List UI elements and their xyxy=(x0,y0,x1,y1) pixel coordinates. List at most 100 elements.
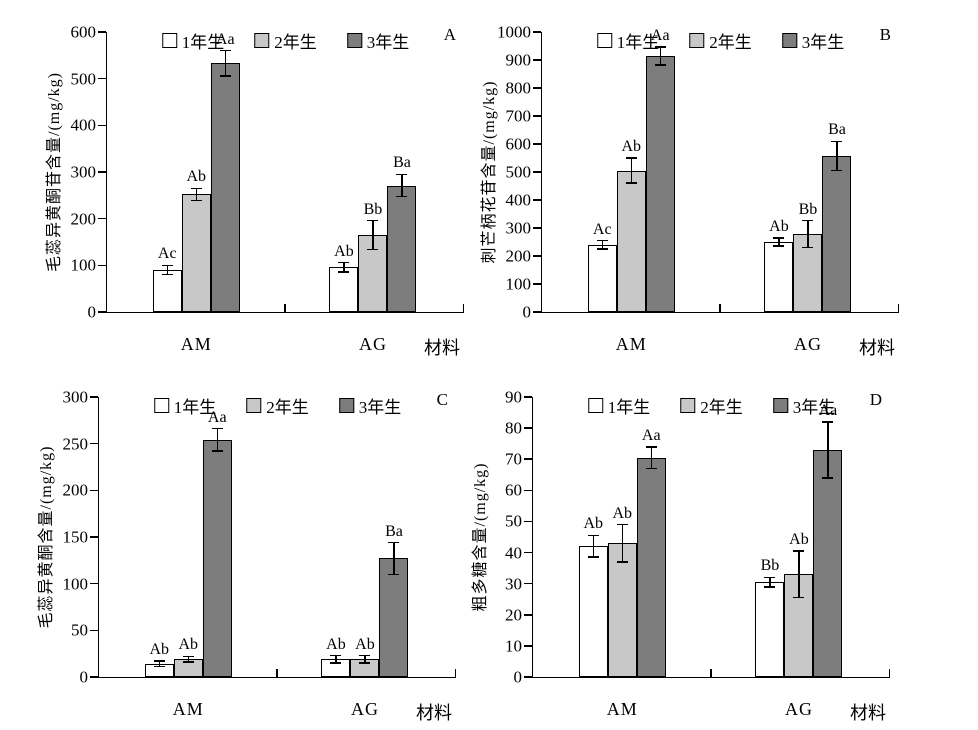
significance-letter: Bb xyxy=(760,557,780,575)
significance-letter: Ba xyxy=(393,154,411,172)
error-bar-stem xyxy=(372,220,374,250)
y-axis-tick xyxy=(90,489,98,492)
legend-label: 3年生 xyxy=(801,33,845,52)
y-tick-label: 80 xyxy=(505,418,522,438)
error-bar-cap-top xyxy=(182,655,194,658)
significance-letter: Ab xyxy=(583,515,604,533)
y-axis-tick xyxy=(98,311,106,313)
y-axis-tick xyxy=(98,31,106,33)
bar-am-series-2 xyxy=(607,543,637,677)
group-label: AG xyxy=(793,334,822,354)
error-bar-cap-top xyxy=(625,157,637,159)
y-tick-label: 0 xyxy=(513,667,523,687)
y-axis-tick xyxy=(524,551,532,554)
x-axis-label: 材料 xyxy=(416,703,452,723)
y-axis-tick xyxy=(524,520,532,523)
significance-letter: Aa xyxy=(818,401,838,419)
bar-am-series-3 xyxy=(645,55,675,312)
y-axis-tick xyxy=(98,264,106,267)
y-axis-tick xyxy=(533,311,541,313)
error-bar-stem xyxy=(601,240,603,249)
legend-item: 2年生 xyxy=(254,28,317,53)
significance-letter: Ba xyxy=(828,121,846,139)
panel-letter: C xyxy=(436,390,448,409)
error-bar-cap-bottom xyxy=(330,662,342,664)
x-axis-tick xyxy=(897,304,899,312)
group-label: AM xyxy=(606,699,638,719)
chart-panel-b: 0 100 200 300 400 500 600 700 800 900 1000 Ac Ab Aa AM… xyxy=(481,0,978,365)
error-bar-stem xyxy=(216,428,218,452)
legend: 1年生 2年生 3年生 xyxy=(596,28,845,53)
legend-label: 1年生 xyxy=(173,398,217,417)
y-tick-label: 0 xyxy=(79,667,89,687)
bar-am-series-3 xyxy=(202,439,232,677)
legend: 1年生 2年生 3年生 xyxy=(153,393,401,418)
y-tick-label: 100 xyxy=(505,274,532,294)
error-bar-cap-top xyxy=(388,541,400,544)
y-axis-tick xyxy=(98,217,106,220)
y-tick-label: 500 xyxy=(70,69,97,89)
y-axis-tick xyxy=(524,427,532,429)
bar-ag-series-1 xyxy=(764,242,794,312)
error-bar-stem xyxy=(778,237,780,247)
error-bar-stem xyxy=(158,661,160,667)
y-axis-tick xyxy=(533,59,541,61)
group-label: AG xyxy=(784,699,813,719)
plot-area: 0 50 100 150 200 250 300 Ab Ab Aa AM Ab Ab Ba AG 1年生 2年生… xyxy=(38,389,456,723)
error-bar-cap-bottom xyxy=(802,246,814,249)
legend-item: 1年生 xyxy=(161,28,225,53)
error-bar-stem xyxy=(401,174,403,197)
y-axis-tick xyxy=(90,676,98,678)
legend-item: 1年生 xyxy=(153,393,217,418)
bar-ag-series-3 xyxy=(387,185,417,312)
legend: 1年生 2年生 3年生 xyxy=(161,28,409,53)
legend-label: 1年生 xyxy=(181,33,225,52)
significance-letter: Ab xyxy=(769,217,789,235)
error-bar-cap-top xyxy=(802,219,814,222)
chart-panel-d: 0 10 20 30 40 50 60 70 80 90 Ab Ab Aa AM Bb Ab Aa AG 1年生 2年… xyxy=(472,365,978,730)
error-bar-cap-bottom xyxy=(831,169,843,172)
y-axis-tick xyxy=(533,115,541,117)
error-bar-cap-top xyxy=(396,173,408,176)
legend-label: 1年生 xyxy=(607,398,651,417)
bar-am-series-1 xyxy=(578,546,608,677)
significance-letter: Bb xyxy=(798,200,818,218)
error-bar-stem xyxy=(592,535,594,558)
chart-panel-c: 0 50 100 150 200 250 300 Ab Ab Aa AM Ab Ab Ba AG 1年生 2年生… xyxy=(0,365,489,730)
y-axis-label: 毛蕊异黄酮苷含量/(mg/kg) xyxy=(46,72,63,272)
legend-swatch xyxy=(587,398,603,413)
legend-swatch xyxy=(680,398,696,413)
plot-area: 0 100 200 300 400 500 600 Ac Ab Aa AM Ab Bb Ba AG 1年生 2年… xyxy=(46,24,464,358)
y-axis-tick xyxy=(533,283,541,285)
error-bar-cap-bottom xyxy=(388,573,400,576)
y-tick-label: 60 xyxy=(505,480,522,500)
x-axis-label: 材料 xyxy=(859,338,895,358)
error-bar-cap-top xyxy=(338,261,350,264)
y-tick-label: 250 xyxy=(62,434,89,454)
error-bar-cap-bottom xyxy=(596,248,608,250)
bar-ag-series-3 xyxy=(813,449,843,677)
significance-letter: Ba xyxy=(385,522,403,540)
significance-letter: Ab xyxy=(186,168,207,186)
error-bar-cap-top xyxy=(773,237,785,239)
error-bar-cap-bottom xyxy=(773,245,785,247)
panel-letter: B xyxy=(879,25,891,44)
x-axis-tick xyxy=(888,669,890,677)
legend-swatch xyxy=(254,33,270,48)
plot-area: 0 10 20 30 40 50 60 70 80 90 Ab Ab Aa AM Bb Ab Aa AG 1年生 2年… xyxy=(472,389,890,723)
bar-am-series-2 xyxy=(181,194,211,312)
error-bar-cap-bottom xyxy=(359,662,371,664)
error-bar-cap-bottom xyxy=(190,199,202,202)
error-bar-cap-top xyxy=(831,140,843,143)
y-tick-label: 50 xyxy=(505,511,522,531)
significance-letter: Ac xyxy=(592,220,612,238)
legend-label: 1年生 xyxy=(616,33,660,52)
y-tick-label: 200 xyxy=(505,246,532,266)
error-bar-cap-bottom xyxy=(396,195,408,198)
y-axis-tick xyxy=(524,458,532,460)
error-bar-stem xyxy=(335,655,337,663)
y-tick-label: 200 xyxy=(62,480,89,500)
error-bar-cap-bottom xyxy=(645,467,657,470)
bar-ag-series-1 xyxy=(755,582,785,677)
panel-letter: A xyxy=(443,25,456,44)
